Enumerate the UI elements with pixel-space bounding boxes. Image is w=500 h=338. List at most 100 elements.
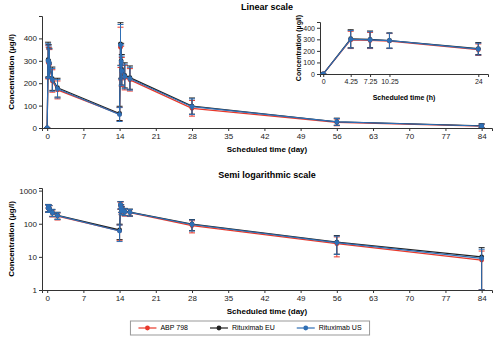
- tick: 300: [303, 36, 320, 43]
- error-bar: [119, 56, 125, 86]
- data-point: [387, 38, 392, 43]
- tick: 84: [478, 128, 487, 141]
- error-bar-stem: [336, 236, 337, 254]
- data-point: [190, 104, 195, 109]
- error-bar-cap: [55, 98, 61, 99]
- data-point: [55, 213, 60, 218]
- tick-label: 300: [24, 57, 38, 66]
- data-point: [47, 61, 52, 66]
- data-point: [479, 124, 484, 128]
- error-bar-cap: [46, 48, 52, 49]
- error-bar-cap: [334, 256, 340, 257]
- error-bar: [118, 25, 124, 66]
- series-line: [323, 39, 478, 74]
- series-line: [48, 205, 482, 260]
- tick: 49: [297, 128, 306, 141]
- data-point: [190, 104, 195, 109]
- tick-label: 84: [478, 294, 487, 303]
- error-bar-cap: [55, 212, 61, 213]
- error-bar-cap: [189, 219, 195, 220]
- tick-label: 77: [441, 132, 450, 141]
- error-bar: [55, 212, 61, 219]
- x-axis-title: Scheduled time (day): [227, 307, 308, 316]
- tick-mark: [370, 74, 371, 77]
- tick-label: 0: [33, 124, 38, 133]
- tick-label: 0: [311, 71, 315, 78]
- error-bar: [117, 107, 123, 120]
- error-bar-cap: [127, 216, 133, 217]
- chart-root: 0714212835424956637077840100200300400Lin…: [0, 0, 500, 338]
- tick: 200: [24, 79, 42, 88]
- error-bar-cap: [386, 48, 392, 49]
- tick-mark: [39, 128, 42, 129]
- error-bar: [386, 33, 392, 48]
- tick-label: 35: [224, 294, 233, 303]
- error-bar-cap: [475, 55, 481, 56]
- error-bar-cap: [189, 231, 195, 232]
- error-bar: [367, 31, 373, 48]
- error-bar-cap: [46, 44, 52, 45]
- error-bar-stem: [481, 248, 482, 290]
- error-bar: [334, 119, 340, 126]
- error-bar: [479, 249, 485, 290]
- error-bar-cap: [55, 219, 61, 220]
- axis-line: [321, 75, 489, 78]
- data-point: [50, 77, 55, 82]
- tick-label: 24: [475, 78, 483, 85]
- legend-marker: [145, 326, 150, 331]
- tick-mark: [445, 128, 446, 131]
- tick-label: 42: [260, 132, 269, 141]
- tick: 100: [303, 59, 320, 66]
- tick-label: 28: [188, 132, 197, 141]
- data-point: [190, 222, 195, 227]
- tick-mark: [445, 290, 446, 293]
- error-bar-cap: [386, 32, 392, 33]
- axis-line: [43, 129, 493, 132]
- error-bar-cap: [118, 78, 124, 79]
- data-point: [128, 210, 133, 215]
- data-point: [479, 123, 484, 128]
- tick-mark: [389, 74, 390, 77]
- x-axis: 071421283542495663707784: [43, 290, 493, 303]
- tick-mark: [301, 128, 302, 131]
- legend-item: ABP 798: [138, 324, 188, 331]
- tick-mark: [39, 191, 42, 192]
- tick: 42: [260, 290, 269, 303]
- error-bar: [127, 67, 133, 90]
- tick-mark: [156, 128, 157, 131]
- tick-mark: [478, 74, 479, 77]
- error-bar-cap: [117, 225, 123, 226]
- error-bar-cap: [189, 232, 195, 233]
- tick: 70: [405, 128, 414, 141]
- x-axis: 071421283542495663707784: [43, 128, 493, 141]
- error-bar: [122, 63, 128, 88]
- tick-label: 10: [28, 253, 37, 262]
- data-point: [45, 126, 50, 128]
- tick: 63: [369, 128, 378, 141]
- tick-label: 21: [152, 294, 161, 303]
- legend-item: Rituximab EU: [210, 324, 275, 331]
- tick-mark: [83, 290, 84, 293]
- tick-mark: [373, 128, 374, 131]
- error-bar: [334, 236, 340, 255]
- y-axis: 1101001000: [19, 187, 42, 295]
- tick-mark: [409, 128, 410, 131]
- error-bar: [46, 49, 52, 78]
- tick: 70: [405, 290, 414, 303]
- tick-label: 400: [24, 34, 38, 43]
- error-bar-cap: [348, 30, 354, 31]
- error-bar: [117, 225, 123, 241]
- legend-marker: [303, 326, 308, 331]
- data-point: [334, 120, 339, 125]
- error-bar-stem: [481, 249, 482, 290]
- error-bar: [475, 43, 481, 55]
- tick-label: 7: [82, 132, 87, 141]
- legend-item: Rituximab US: [297, 324, 362, 331]
- tick: 77: [441, 290, 450, 303]
- error-bar-cap: [189, 114, 195, 115]
- data-point: [117, 112, 122, 117]
- tick: 1000: [19, 187, 42, 196]
- tick: 0: [45, 128, 50, 141]
- error-bar-cap: [367, 31, 373, 32]
- tick: 28: [188, 290, 197, 303]
